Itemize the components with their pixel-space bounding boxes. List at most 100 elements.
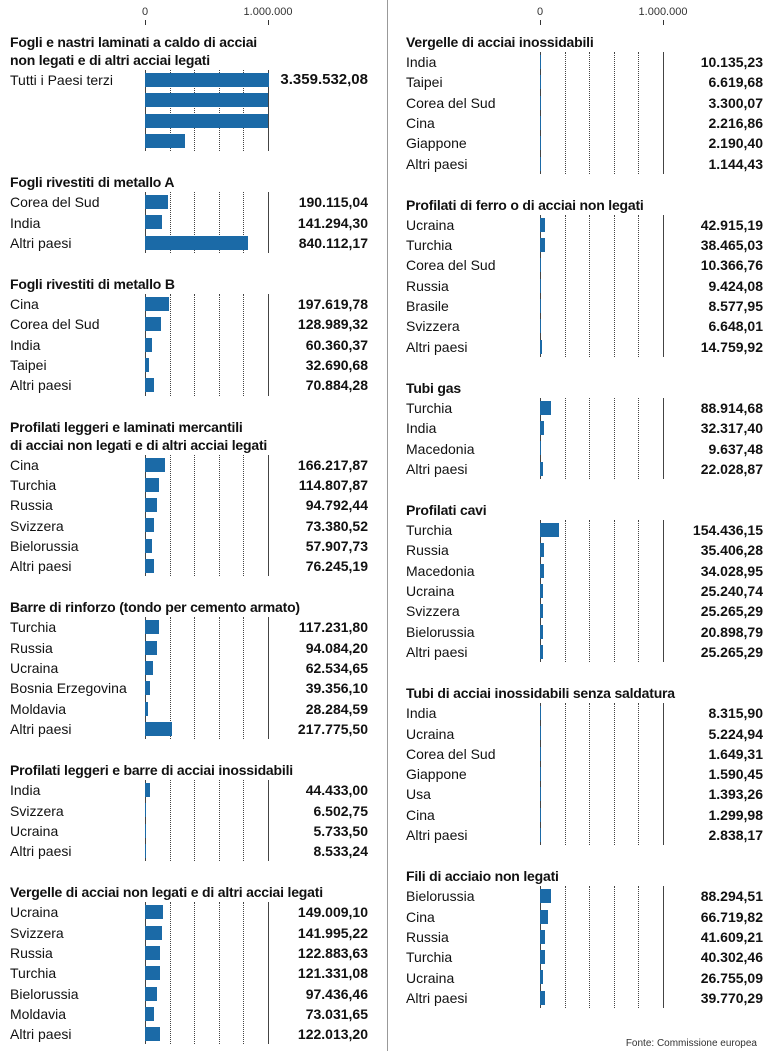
value-label: 6.502,75 [313,802,369,819]
value-label: 76.245,19 [305,558,368,575]
grid-line [589,886,591,1009]
value-label: 1.590,45 [708,766,764,783]
category-label: Altri paesi [406,460,468,477]
bar [145,986,157,1001]
bar [145,378,154,393]
tick-mark [268,20,269,25]
bar [540,624,543,639]
bar [540,726,541,741]
value-label: 42.915,19 [700,216,763,233]
grid-line [268,780,269,862]
grid-line [169,902,171,1045]
bar [145,823,146,838]
value-label: 62.534,65 [305,660,368,676]
chart-title: Tubi gas [406,379,461,396]
grid-line [194,454,196,577]
x-tick-label: 1.000.000 [638,6,688,18]
bar [540,604,544,619]
grid-line [194,70,196,152]
plot-area [145,780,269,861]
category-label: Ucraina [406,969,455,986]
chart-title: Profilati leggeri e barre di acciai inos… [10,762,293,779]
grid-line [169,454,171,577]
grid-line [613,397,615,480]
value-label: 3.359.532,08 [280,71,368,88]
value-label: 154.436,15 [692,522,763,539]
value-label: 5.733,50 [313,822,369,839]
value-label: 73.380,52 [305,517,368,534]
category-label: Svizzera [10,517,64,534]
grid-line [218,294,220,396]
category-label: Bosnia Erzegovina [10,680,127,697]
bar [145,640,157,655]
grid-line [564,886,566,1009]
plot-area [145,70,269,151]
value-label: 88.294,51 [700,888,763,905]
chart-title: Vergelle di acciai non legati e di altri… [10,884,323,901]
value-label: 5.224,94 [708,725,764,742]
value-label: 1.299,98 [708,806,764,823]
grid-line [218,902,220,1045]
bar [145,945,161,960]
category-label: Altri paesi [406,643,468,660]
category-label: Corea del Sud [10,194,100,211]
bar [540,238,545,253]
bar [145,518,155,533]
bar [540,950,545,965]
category-label: Ucraina [406,216,455,233]
bar [145,660,153,675]
value-label: 6.619,68 [708,74,764,91]
bar [145,195,169,210]
value-label: 32.690,68 [305,357,368,373]
tick-mark [663,20,664,25]
value-label: 44.433,00 [305,782,368,799]
bar [540,929,546,944]
bar [540,55,542,69]
bar [145,966,160,981]
value-label: 10.135,23 [700,54,763,70]
grid-line [540,703,541,846]
grid-line [243,780,245,862]
category-label: Corea del Sud [406,94,496,111]
grid-line [589,703,591,846]
category-label: Brasile [406,298,449,314]
bar [145,477,160,492]
value-label: 128.989,32 [297,316,368,333]
grid-line [268,70,269,152]
category-label: Altri paesi [10,843,72,860]
category-label: Moldavia [10,1005,67,1022]
category-label: Altri paesi [10,720,72,737]
grid-line [145,454,146,577]
x-tick-label: 1.000.000 [243,6,293,18]
bar [540,706,542,721]
value-label: 94.792,44 [305,497,368,514]
grid-line [613,886,615,1009]
value-label: 117.231,80 [298,619,368,636]
grid-line [268,192,269,254]
plot-area [145,902,269,1044]
category-label: Cina [406,806,435,823]
bar [145,235,249,250]
category-label: Ucraina [10,904,59,921]
bar [540,319,541,334]
category-label: Russia [406,277,449,294]
chart-title: Profilati cavi [406,502,487,519]
plot-area [540,398,664,479]
bar [145,498,157,513]
grid-line [613,703,615,846]
grid-line [169,780,171,862]
category-label: Turchia [10,965,57,982]
grid-line [540,397,541,480]
category-label: Russia [10,945,53,961]
category-label: Altri paesi [406,338,468,355]
bar [540,278,542,293]
category-label: Cina [406,114,435,131]
value-label: 840.112,17 [298,234,368,251]
category-label: Altri paesi [406,155,468,172]
bar [145,905,164,920]
grid-line [564,703,566,846]
bar [540,990,545,1005]
category-label: Altri paesi [10,377,72,394]
category-label: India [10,782,41,799]
chart-title: Profilati di ferro o di acciai non legat… [406,196,644,213]
